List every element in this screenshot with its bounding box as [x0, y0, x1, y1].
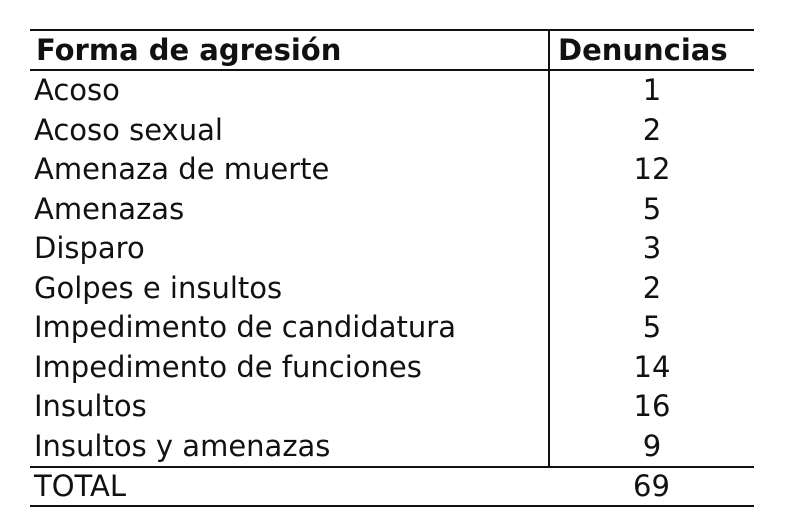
table-row: Disparo 3 [30, 229, 754, 269]
row-name: Insultos y amenazas [30, 426, 550, 467]
row-count: 5 [642, 310, 662, 344]
table-row: Impedimento de funciones 14 [30, 347, 754, 387]
table-row: Acoso sexual 2 [30, 110, 754, 150]
table-row: Impedimento de candidatura 5 [30, 308, 754, 348]
row-count: 2 [642, 270, 662, 305]
row-name: Insultos [30, 387, 550, 427]
table-row: Insultos 16 [30, 387, 754, 427]
table-header: Forma de agresión Denuncias [30, 30, 754, 70]
header-denuncias: Denuncias [558, 33, 728, 67]
aggression-table: Forma de agresión Denuncias Acoso 1 Acos… [30, 29, 754, 507]
row-name: Amenaza de muerte [30, 150, 550, 190]
row-count: 9 [642, 428, 662, 463]
row-name: Impedimento de candidatura [30, 308, 550, 348]
table-row: Golpes e insultos 2 [30, 268, 754, 308]
table-body: Acoso 1 Acoso sexual 2 Amenaza de muerte… [30, 70, 754, 506]
row-count: 2 [642, 112, 662, 147]
total-row: TOTAL 69 [30, 467, 754, 506]
row-count: 16 [633, 389, 671, 423]
row-name: Disparo [30, 229, 550, 269]
row-name: Impedimento de funciones [30, 347, 550, 387]
row-count: 1 [642, 73, 662, 107]
total-label: TOTAL [34, 469, 126, 503]
row-count: 3 [642, 231, 662, 265]
row-name: Golpes e insultos [30, 268, 550, 308]
row-name: Acoso [30, 70, 550, 111]
total-count: 69 [633, 469, 670, 503]
table-row: Amenazas 5 [30, 189, 754, 229]
row-count: 12 [633, 152, 671, 186]
row-count: 5 [642, 191, 662, 226]
header-forma-de-agresion: Forma de agresión [30, 30, 550, 70]
row-count: 14 [633, 349, 671, 384]
header-row: Forma de agresión Denuncias [30, 30, 754, 70]
aggression-table-container: Forma de agresión Denuncias Acoso 1 Acos… [30, 29, 754, 507]
row-name: Amenazas [30, 189, 550, 229]
table-row: Insultos y amenazas 9 [30, 426, 754, 467]
table-row: Acoso 1 [30, 70, 754, 111]
table-row: Amenaza de muerte 12 [30, 150, 754, 190]
row-name: Acoso sexual [30, 110, 550, 150]
